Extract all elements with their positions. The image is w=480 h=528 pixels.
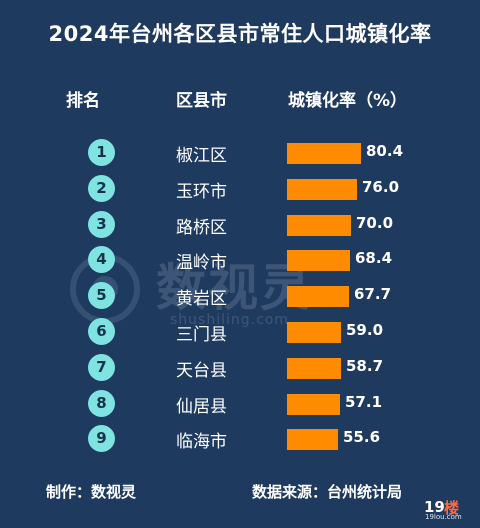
bar: [287, 393, 340, 415]
chart-row: 5 黄岩区 67.7: [0, 282, 480, 310]
district-label: 仙居县: [176, 396, 227, 417]
badge-char: 楼: [444, 499, 460, 517]
district-label: 三门县: [176, 325, 227, 345]
value-label: 76.0: [362, 177, 400, 196]
bar: [287, 214, 351, 236]
rank-badge: 8: [88, 389, 115, 417]
bar: [287, 178, 357, 200]
rank-badge: 1: [88, 139, 115, 166]
value-label: 68.4: [355, 249, 393, 268]
district-label: 黄岩区: [176, 289, 227, 310]
rank-badge: 7: [88, 353, 115, 381]
value-label: 59.0: [346, 321, 384, 339]
footer-producer: 制作：数视灵: [46, 483, 137, 501]
chart-row: 1 椒江区 80.4: [0, 139, 480, 167]
rank-badge: 5: [88, 282, 115, 310]
badge-number: 19: [424, 498, 445, 516]
site-badge: 19 楼 19lou.com: [424, 498, 472, 522]
rank-badge: 9: [88, 425, 115, 453]
value-label: 67.7: [354, 285, 392, 304]
value-label: 55.6: [343, 428, 381, 447]
chart-row: 6 三门县 59.0: [0, 318, 480, 346]
chart-row: 7 天台县 58.7: [0, 353, 480, 382]
badge-url: 19lou.com: [425, 513, 462, 521]
header-district: 区县市: [176, 91, 227, 111]
chart-row: 9 临海市 55.6: [0, 425, 480, 453]
bar: [287, 357, 341, 379]
rank-badge: 4: [88, 246, 115, 274]
value-label: 57.1: [345, 392, 383, 411]
rank-badge: 3: [88, 210, 115, 238]
rank-badge: 2: [88, 174, 115, 202]
district-label: 临海市: [176, 432, 227, 453]
header-rank: 排名: [66, 91, 100, 111]
bar: [287, 250, 350, 272]
rank-badge: 6: [88, 318, 115, 345]
value-label: 70.0: [356, 213, 394, 232]
district-label: 玉环市: [176, 181, 227, 202]
chart-row: 2 玉环市 76.0: [0, 174, 480, 203]
district-label: 路桥区: [176, 217, 227, 238]
district-label: 椒江区: [176, 146, 227, 166]
bar: [287, 322, 341, 343]
bar: [287, 429, 338, 451]
header-rate: 城镇化率（%）: [288, 91, 408, 111]
chart-title: 2024年台州各区县市常住人口城镇化率: [48, 22, 432, 46]
footer-source: 数据来源：台州统计局: [252, 483, 403, 501]
district-label: 温岭市: [176, 253, 227, 274]
value-label: 80.4: [366, 142, 404, 160]
chart-row: 8 仙居县 57.1: [0, 389, 480, 418]
chart-row: 4 温岭市 68.4: [0, 246, 480, 274]
bar: [287, 143, 361, 164]
value-label: 58.7: [346, 356, 384, 375]
district-label: 天台县: [176, 360, 227, 381]
bar: [287, 286, 349, 308]
chart-row: 3 路桥区 70.0: [0, 210, 480, 239]
